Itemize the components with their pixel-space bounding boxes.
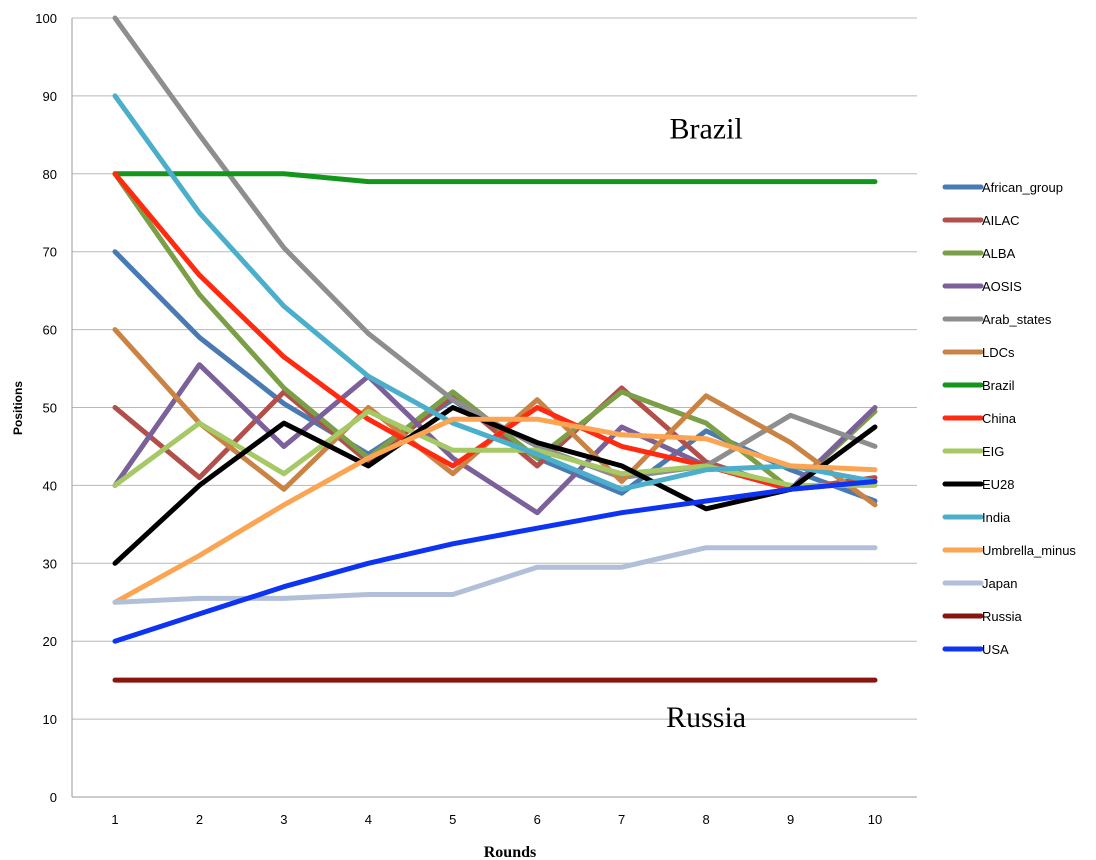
x-tick-labels: 1 2 3 4 5 6 7 8 9 10 [111, 812, 882, 827]
y-tick-label: 40 [43, 478, 57, 493]
legend-label-ailac: AILAC [982, 213, 1020, 228]
series-line-usa [112, 479, 878, 644]
y-tick-label: 70 [43, 245, 57, 260]
x-tick-label: 4 [365, 812, 372, 827]
y-axis-title: Positions [11, 381, 25, 435]
x-tick-label: 2 [196, 812, 203, 827]
legend-label-alba: ALBA [982, 246, 1016, 261]
legend-label-china: China [982, 411, 1017, 426]
y-tick-labels: 0 10 20 30 40 50 60 70 80 90 100 [35, 11, 57, 805]
x-tick-label: 6 [534, 812, 541, 827]
legend-label-umbrella-minus: Umbrella_minus [982, 543, 1076, 558]
legend-label-arab-states: Arab_states [982, 312, 1052, 327]
legend-label-india: India [982, 510, 1011, 525]
y-tick-label: 80 [43, 167, 57, 182]
annotations: Brazil Russia [666, 113, 746, 734]
x-tick-label: 7 [618, 812, 625, 827]
x-tick-label: 1 [111, 812, 118, 827]
x-tick-label: 8 [702, 812, 709, 827]
x-tick-label: 9 [787, 812, 794, 827]
y-tick-label: 100 [35, 11, 57, 26]
x-tick-label: 3 [280, 812, 287, 827]
x-tick-label: 10 [868, 812, 882, 827]
y-tick-label: 60 [43, 323, 57, 338]
y-tick-label: 10 [43, 712, 57, 727]
y-tick-label: 50 [43, 401, 57, 416]
legend-label-aosis: AOSIS [982, 279, 1022, 294]
annotation-russia: Russia [666, 701, 746, 734]
series-lines [112, 15, 878, 683]
series-line-india [112, 93, 878, 492]
y-tick-label: 20 [43, 634, 57, 649]
legend-label-african-group: African_group [982, 180, 1063, 195]
legend-label-brazil: Brazil [982, 378, 1015, 393]
series-line-eu28 [112, 405, 878, 566]
x-tick-label: 5 [449, 812, 456, 827]
series-line-brazil [112, 171, 878, 185]
series-line-umbrella-minus [112, 416, 878, 605]
annotation-brazil: Brazil [669, 113, 742, 146]
legend-label-eu28: EU28 [982, 477, 1015, 492]
legend-label-usa: USA [982, 642, 1009, 657]
y-tick-label: 90 [43, 89, 57, 104]
series-line-eig [112, 408, 878, 488]
legend-label-eig: EIG [982, 444, 1004, 459]
legend-label-russia: Russia [982, 609, 1023, 624]
series-line-japan [112, 545, 878, 605]
legend-label-japan: Japan [982, 576, 1017, 591]
legend-label-ldcs: LDCs [982, 345, 1015, 360]
y-tick-label: 0 [50, 790, 57, 805]
x-axis-title: Rounds [484, 844, 536, 860]
y-tick-label: 30 [43, 556, 57, 571]
legend: African_group AILAC ALBA AOSIS Arab_states LD… [942, 180, 1076, 657]
